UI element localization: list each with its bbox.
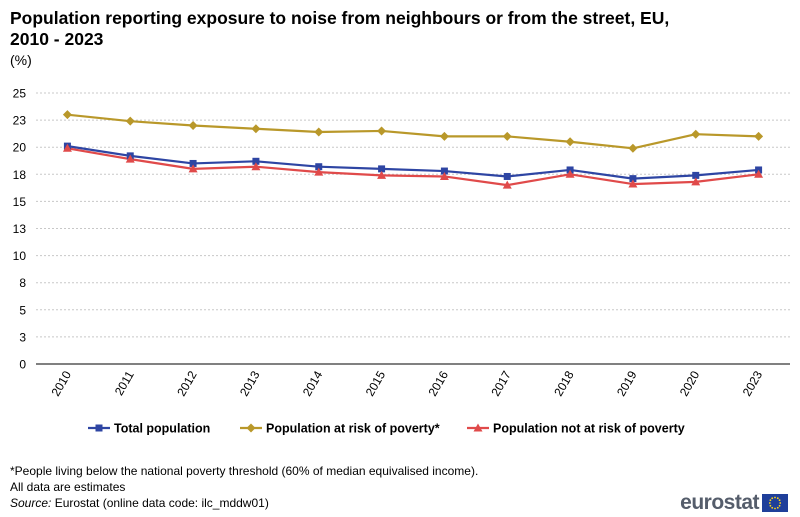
- y-tick-label: 18: [13, 168, 27, 182]
- data-point-series-3: [691, 177, 701, 186]
- data-point-series-2: [691, 129, 701, 139]
- data-point-series-3: [125, 154, 135, 163]
- data-point-series-1: [692, 171, 700, 179]
- y-tick-label: 25: [13, 87, 27, 101]
- data-point-series-2: [188, 121, 198, 131]
- data-point-series-1: [503, 172, 511, 180]
- data-point-series-3: [502, 180, 512, 189]
- source-line: Source: Eurostat (online data code: ilc_…: [10, 495, 478, 511]
- data-point-series-2: [565, 137, 575, 147]
- data-point-series-1: [629, 175, 637, 183]
- legend-marker: [473, 423, 483, 432]
- data-point-series-3: [377, 170, 387, 179]
- legend-label: Total population: [114, 422, 210, 436]
- series-line-2: [67, 113, 759, 150]
- data-point-series-3: [251, 162, 261, 171]
- legend-item: Population at risk of poverty*: [240, 422, 440, 436]
- data-point-series-3: [439, 171, 449, 180]
- y-tick-label: 0: [19, 358, 26, 372]
- data-point-series-1: [378, 165, 386, 173]
- legend-label: Population at risk of poverty*: [266, 422, 440, 436]
- legend-marker: [95, 424, 103, 432]
- data-point-series-2: [439, 131, 449, 141]
- legend: Total population Population at risk of po…: [88, 422, 685, 436]
- x-tick-label: 2017: [488, 368, 514, 398]
- notes: *People living below the national povert…: [10, 463, 478, 511]
- y-tick-label: 13: [13, 222, 27, 236]
- x-tick-label: 2011: [112, 368, 137, 398]
- data-point-series-1: [252, 157, 260, 165]
- legend-item: Total population: [88, 422, 210, 436]
- data-point-series-1: [440, 167, 448, 175]
- x-tick-label: 2020: [677, 368, 703, 398]
- y-tick-label: 8: [19, 276, 26, 290]
- y-tick-label: 10: [13, 249, 27, 263]
- data-point-series-2: [754, 131, 764, 141]
- x-tick-label: 2014: [300, 368, 326, 398]
- x-tick-label: 2018: [551, 368, 577, 398]
- data-point-series-3: [754, 169, 764, 178]
- data-point-series-2: [62, 110, 72, 120]
- data-point-series-2: [251, 124, 261, 134]
- y-tick-label: 5: [19, 303, 26, 317]
- data-point-series-2: [125, 116, 135, 126]
- source-label: Source:: [10, 496, 52, 510]
- gridlines: [36, 92, 790, 338]
- data-point-series-1: [189, 159, 197, 167]
- footnote: *People living below the national povert…: [10, 464, 479, 478]
- data-point-series-2: [314, 127, 324, 137]
- x-tick-label: 2012: [174, 368, 200, 398]
- x-tick-label: 2023: [740, 368, 766, 398]
- x-tick-label: 2015: [363, 368, 389, 398]
- data-point-series-1: [315, 163, 323, 171]
- series-line-3: [67, 147, 759, 187]
- data-point-series-2: [502, 131, 512, 141]
- series-markers: [62, 110, 764, 189]
- eurostat-logo: eurostat: [680, 491, 788, 515]
- data-point-series-2: [628, 143, 638, 153]
- y-tick-label: 23: [13, 114, 27, 128]
- data-point-series-3: [188, 164, 198, 173]
- y-tick-label: 20: [13, 141, 27, 155]
- data-point-series-3: [314, 167, 324, 176]
- data-point-series-3: [62, 143, 72, 152]
- x-axis-ticks: 2010 2011 2012 2013 2014 2015 2016 2017 2018 2019…: [49, 368, 766, 398]
- data-point-series-3: [628, 179, 638, 188]
- x-tick-label: 2016: [426, 368, 452, 398]
- source-text: Eurostat (online data code: ilc_mddw01): [51, 496, 269, 510]
- chart-title: Population reporting exposure to noise f…: [10, 8, 670, 49]
- x-tick-label: 2013: [237, 368, 263, 398]
- legend-label: Population not at risk of poverty: [493, 422, 685, 436]
- x-tick-label: 2019: [614, 368, 640, 398]
- legend-item: Population not at risk of poverty: [467, 422, 685, 436]
- estimates-note: All data are estimates: [10, 480, 126, 494]
- data-point-series-2: [377, 126, 387, 136]
- y-axis-ticks: 0 3 5 8 10 13 15 18 20 23 25: [13, 87, 27, 372]
- eu-flag-icon: [762, 494, 788, 512]
- series-lines: [67, 113, 759, 187]
- data-point-series-3: [565, 169, 575, 178]
- y-tick-label: 15: [13, 195, 27, 209]
- series-line-1: [67, 145, 759, 180]
- logo-text: eurostat: [680, 491, 759, 514]
- y-tick-label: 3: [19, 330, 26, 344]
- x-tick-label: 2010: [49, 368, 75, 398]
- legend-marker: [246, 423, 256, 433]
- unit-label: (%): [10, 52, 32, 68]
